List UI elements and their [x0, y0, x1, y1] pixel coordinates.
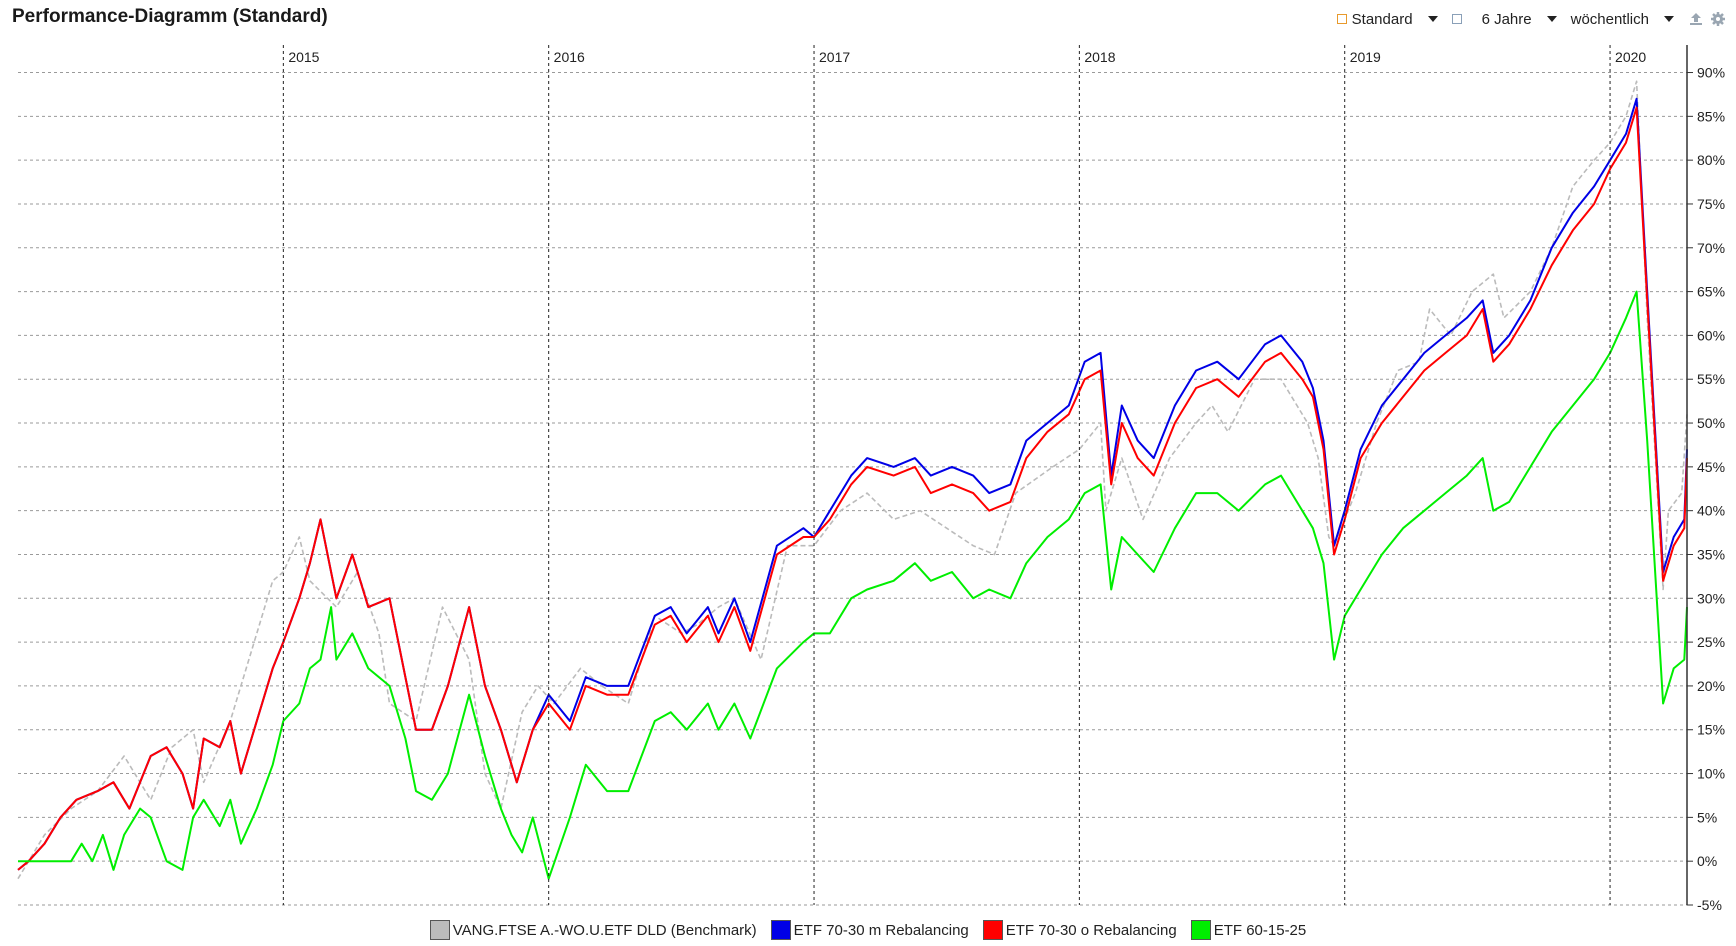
y-tick-label: 75%: [1697, 196, 1725, 212]
legend-swatch: [429, 920, 450, 940]
y-tick-label: 50%: [1697, 415, 1725, 431]
x-tick-label: 2019: [1350, 49, 1381, 65]
period-label: 6 Jahre: [1481, 10, 1532, 28]
export-icon[interactable]: [1688, 11, 1704, 27]
x-tick-label: 2020: [1615, 49, 1646, 65]
y-tick-label: 20%: [1697, 678, 1725, 694]
y-tick-label: 80%: [1697, 152, 1725, 168]
legend-label: ETF 70-30 m Rebalancing: [793, 921, 969, 939]
interval-selector[interactable]: wöchentlich: [1571, 11, 1682, 28]
series-line: [17, 106, 1688, 871]
x-tick-label: 2015: [288, 49, 319, 65]
y-tick-label: 55%: [1697, 371, 1725, 387]
y-tick-label: 15%: [1697, 722, 1725, 738]
legend-item[interactable]: ETF 70-30 o Rebalancing: [982, 920, 1177, 940]
y-tick-label: 90%: [1697, 65, 1725, 81]
y-tick-label: 85%: [1697, 108, 1725, 124]
y-tick-label: 30%: [1697, 590, 1725, 606]
window-icon[interactable]: [1451, 14, 1462, 24]
view-icon: [1336, 14, 1347, 24]
legend-item[interactable]: VANG.FTSE A.-WO.U.ETF DLD (Benchmark): [429, 920, 757, 940]
y-tick-label: 45%: [1697, 459, 1725, 475]
x-axis-years: 2015 2016 2017 2018 2019 2020: [282, 45, 1646, 905]
y-tick-label: 25%: [1697, 634, 1725, 650]
x-tick-label: 2018: [1084, 49, 1115, 65]
y-tick-label: 40%: [1697, 503, 1725, 519]
y-tick-label: 10%: [1697, 766, 1725, 782]
chart-grid: [18, 72, 1687, 906]
chevron-down-icon[interactable]: [1664, 16, 1674, 22]
interval-label: wöchentlich: [1570, 10, 1649, 28]
legend-label: VANG.FTSE A.-WO.U.ETF DLD (Benchmark): [452, 921, 757, 939]
y-tick-label: 5%: [1697, 809, 1717, 825]
series-line: [17, 80, 1688, 880]
legend-item[interactable]: ETF 60-15-25: [1190, 920, 1307, 940]
legend-swatch: [1190, 920, 1211, 940]
view-selector[interactable]: Standard: [1336, 10, 1446, 28]
y-tick-label: 70%: [1697, 240, 1725, 256]
series-line: [18, 290, 1688, 880]
chevron-down-icon[interactable]: [1427, 16, 1438, 22]
y-tick-label: -5%: [1697, 897, 1722, 913]
legend-item[interactable]: ETF 70-30 m Rebalancing: [770, 920, 969, 940]
view-label: Standard: [1351, 10, 1413, 28]
chart-series: [17, 80, 1688, 880]
y-tick-label: 35%: [1697, 546, 1725, 562]
y-axis: -5% 0% 5% 10% 15% 20% 25% 30% 35% 40% 45% 50% 55% 60%…: [1686, 45, 1725, 913]
chart-legend: VANG.FTSE A.-WO.U.ETF DLD (Benchmark) ETF…: [0, 920, 1736, 940]
y-tick-label: 60%: [1697, 327, 1725, 343]
chart-toolbar: Standard 6 Jahre wöchentlich: [1336, 8, 1726, 30]
gear-icon[interactable]: [1710, 11, 1726, 27]
x-tick-label: 2016: [554, 49, 585, 65]
legend-swatch: [770, 920, 791, 940]
chevron-down-icon[interactable]: [1546, 16, 1557, 22]
y-tick-label: 65%: [1697, 284, 1725, 300]
y-tick-label: 0%: [1697, 853, 1717, 869]
legend-label: ETF 60-15-25: [1213, 921, 1307, 939]
page-title: Performance-Diagramm (Standard): [12, 6, 328, 27]
x-tick-label: 2017: [819, 49, 850, 65]
legend-swatch: [982, 920, 1003, 940]
period-selector[interactable]: 6 Jahre: [1451, 10, 1565, 28]
legend-label: ETF 70-30 o Rebalancing: [1005, 921, 1177, 939]
